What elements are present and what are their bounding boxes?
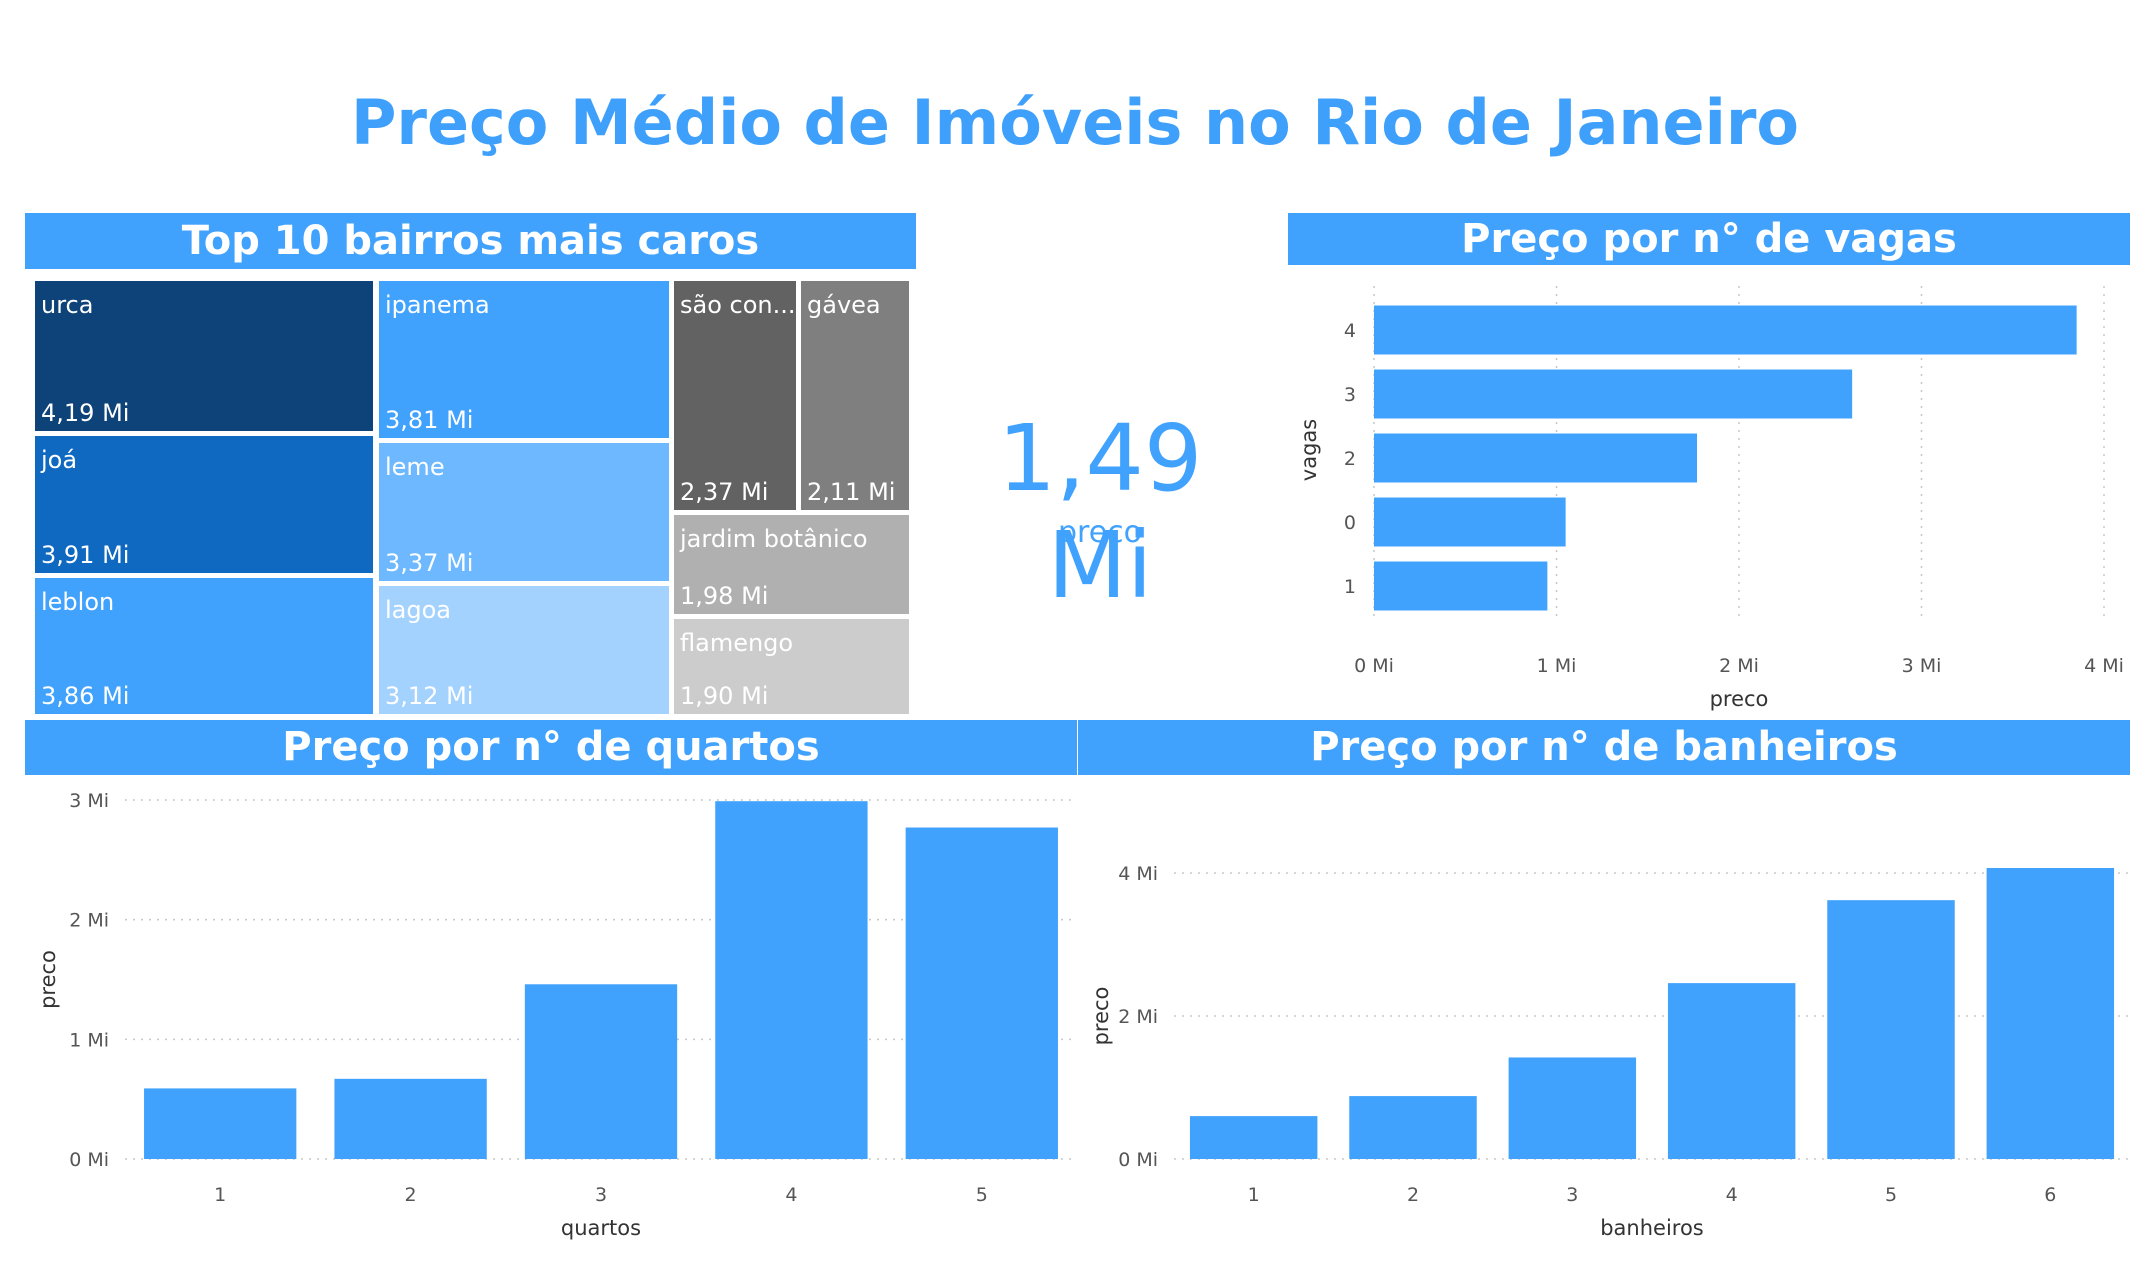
treemap-tile[interactable]: são con... 2,37 Mi <box>671 278 799 513</box>
x-tick-label: 0 Mi <box>1354 655 1394 677</box>
y-tick-label: 4 Mi <box>1118 863 1158 885</box>
treemap-tile[interactable]: lagoa 3,12 Mi <box>376 583 672 717</box>
bar <box>1986 867 2115 1159</box>
treemap-tile-value: 3,12 Mi <box>385 682 474 710</box>
x-tick-label: 1 <box>1248 1184 1260 1206</box>
x-axis-title: quartos <box>561 1216 641 1240</box>
x-axis-title: banheiros <box>1600 1216 1704 1240</box>
x-tick-label: 1 Mi <box>1537 655 1577 677</box>
treemap-tile[interactable]: leme 3,37 Mi <box>376 440 672 584</box>
bar <box>1827 900 1955 1159</box>
treemap-tile-label: jardim botânico <box>680 525 868 553</box>
x-tick-label: 2 Mi <box>1719 655 1759 677</box>
y-tick-label: 4 <box>1344 320 1356 342</box>
treemap-tile-value: 3,91 Mi <box>41 541 130 569</box>
bar <box>905 827 1058 1159</box>
y-tick-label: 0 Mi <box>1118 1149 1158 1171</box>
treemap: urca 4,19 Mi joá 3,91 Mi leblon 3,86 Mi ipanem… <box>32 278 912 717</box>
vagas-header: Preço por n° de vagas <box>1288 213 2130 265</box>
bar <box>1374 305 2077 355</box>
x-tick-label: 5 <box>1885 1184 1897 1206</box>
treemap-tile[interactable]: flamengo 1,90 Mi <box>671 616 912 717</box>
x-tick-label: 3 <box>1566 1184 1578 1206</box>
x-tick-label: 3 <box>595 1184 607 1206</box>
y-axis-title: vagas <box>1297 419 1321 481</box>
y-tick-label: 1 Mi <box>69 1029 109 1051</box>
treemap-tile-label: urca <box>41 291 94 319</box>
treemap-tile[interactable]: leblon 3,86 Mi <box>32 575 376 717</box>
bar <box>1508 1057 1637 1159</box>
treemap-tile-label: leme <box>385 453 445 481</box>
bar <box>1189 1116 1318 1159</box>
banheiros-header: Preço por n° de banheiros <box>1078 720 2130 775</box>
treemap-tile-value: 3,81 Mi <box>385 406 474 434</box>
x-tick-label: 4 <box>785 1184 797 1206</box>
treemap-tile[interactable]: jardim botânico 1,98 Mi <box>671 512 912 617</box>
vagas-chart: 0 Mi 1 Mi 2 Mi 3 Mi 4 Mi 4 3 2 0 1 preco vagas <box>1297 286 2124 711</box>
bar <box>1374 433 1698 483</box>
y-axis-title: preco <box>36 950 60 1009</box>
y-tick-label: 1 <box>1344 576 1356 598</box>
y-tick-label: 2 Mi <box>69 910 109 932</box>
kpi-value: 1,49 Mi <box>997 405 1203 619</box>
y-tick-label: 2 Mi <box>1118 1006 1158 1028</box>
x-tick-label: 6 <box>2044 1184 2056 1206</box>
treemap-tile-label: são con... <box>680 291 796 319</box>
y-tick-label: 2 <box>1344 448 1356 470</box>
treemap-tile-label: leblon <box>41 588 115 616</box>
treemap-tile-value: 2,37 Mi <box>680 478 769 506</box>
x-tick-label: 2 <box>1407 1184 1419 1206</box>
bar <box>1349 1096 1477 1159</box>
treemap-tile-label: lagoa <box>385 596 451 624</box>
treemap-tile-label: ipanema <box>385 291 490 319</box>
treemap-tile-value: 3,86 Mi <box>41 682 130 710</box>
y-axis-title: preco <box>1089 987 1113 1046</box>
bar <box>715 801 868 1159</box>
treemap-header: Top 10 bairros mais caros <box>25 213 916 269</box>
treemap-tile-label: flamengo <box>680 629 794 657</box>
x-tick-label: 1 <box>214 1184 226 1206</box>
bar <box>144 1088 297 1159</box>
x-tick-label: 4 <box>1726 1184 1738 1206</box>
treemap-tile-value: 1,98 Mi <box>680 582 769 610</box>
treemap-tile-label: joá <box>41 446 78 474</box>
x-axis-title: preco <box>1710 687 1769 711</box>
treemap-tile-value: 2,11 Mi <box>807 478 896 506</box>
treemap-tile[interactable]: ipanema 3,81 Mi <box>376 278 672 441</box>
y-tick-label: 3 <box>1344 384 1356 406</box>
bar <box>334 1078 487 1159</box>
kpi-label: preco <box>1057 515 1143 550</box>
treemap-tile[interactable]: urca 4,19 Mi <box>32 278 376 434</box>
bar <box>1374 369 1853 419</box>
bar <box>524 984 678 1159</box>
y-tick-label: 0 Mi <box>69 1149 109 1171</box>
bar <box>1374 497 1566 547</box>
treemap-tile[interactable]: joá 3,91 Mi <box>32 433 376 576</box>
y-tick-label: 3 Mi <box>69 790 109 812</box>
bar <box>1667 983 1796 1159</box>
bar <box>1374 561 1548 611</box>
quartos-header: Preço por n° de quartos <box>25 720 1077 775</box>
treemap-tile-value: 1,90 Mi <box>680 682 769 710</box>
x-tick-label: 5 <box>976 1184 988 1206</box>
treemap-tile-label: gávea <box>807 291 881 319</box>
banheiros-chart: 0 Mi 2 Mi 4 Mi 1 2 3 4 5 6 banheiros preco <box>1089 863 2130 1240</box>
quartos-chart: 0 Mi 1 Mi 2 Mi 3 Mi 1 2 3 4 5 quartos preco <box>36 790 1077 1240</box>
treemap-tile-value: 4,19 Mi <box>41 399 130 427</box>
y-tick-label: 0 <box>1344 512 1356 534</box>
treemap-tile-value: 3,37 Mi <box>385 549 474 577</box>
page-title: Preço Médio de Imóveis no Rio de Janeiro <box>350 86 1800 159</box>
treemap-tile[interactable]: gávea 2,11 Mi <box>798 278 912 513</box>
x-tick-label: 3 Mi <box>1902 655 1942 677</box>
x-tick-label: 2 <box>405 1184 417 1206</box>
x-tick-label: 4 Mi <box>2084 655 2124 677</box>
